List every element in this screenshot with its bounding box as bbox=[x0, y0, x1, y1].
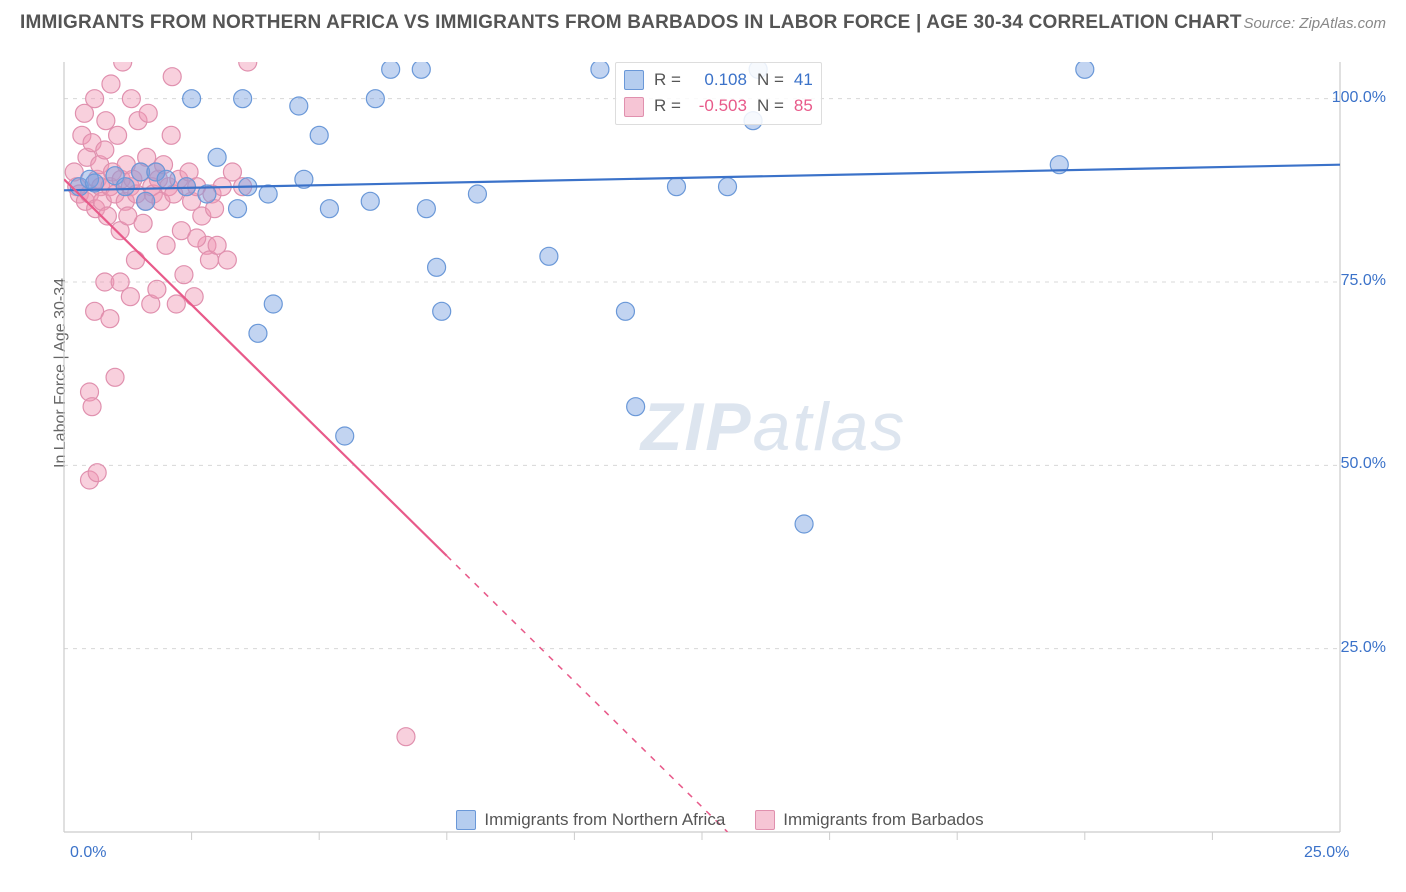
y-tick-label: 50.0% bbox=[1341, 455, 1386, 473]
r-value-2: -0.503 bbox=[691, 93, 747, 119]
r-value-1: 0.108 bbox=[691, 67, 747, 93]
scatter-plot bbox=[50, 48, 1390, 842]
legend-swatch-1 bbox=[456, 810, 476, 830]
legend-label-2: Immigrants from Barbados bbox=[783, 810, 983, 830]
legend-swatch-2 bbox=[755, 810, 775, 830]
y-tick-label: 75.0% bbox=[1341, 272, 1386, 290]
series-legend: Immigrants from Northern Africa Immigran… bbox=[50, 800, 1390, 840]
n-label-1: N = bbox=[757, 67, 784, 93]
legend-row-1: R = 0.108 N = 41 bbox=[624, 67, 813, 93]
legend-label-1: Immigrants from Northern Africa bbox=[484, 810, 725, 830]
source-attribution: Source: ZipAtlas.com bbox=[1243, 15, 1386, 32]
chart-title: IMMIGRANTS FROM NORTHERN AFRICA VS IMMIG… bbox=[20, 12, 1242, 34]
r-label-2: R = bbox=[654, 93, 681, 119]
legend-item-1: Immigrants from Northern Africa bbox=[456, 810, 725, 830]
legend-row-2: R = -0.503 N = 85 bbox=[624, 93, 813, 119]
x-tick-label: 0.0% bbox=[70, 844, 106, 862]
legend-swatch-pink bbox=[624, 97, 644, 117]
legend-swatch-blue bbox=[624, 70, 644, 90]
chart-container: In Labor Force | Age 30-34 ZIPatlas R = … bbox=[50, 48, 1390, 838]
correlation-legend: R = 0.108 N = 41 R = -0.503 N = 85 bbox=[615, 62, 822, 125]
n-value-2: 85 bbox=[794, 93, 813, 119]
x-tick-label: 25.0% bbox=[1304, 844, 1349, 862]
y-tick-label: 25.0% bbox=[1341, 639, 1386, 657]
n-value-1: 41 bbox=[794, 67, 813, 93]
y-tick-label: 100.0% bbox=[1332, 89, 1386, 107]
r-label-1: R = bbox=[654, 67, 681, 93]
legend-item-2: Immigrants from Barbados bbox=[755, 810, 983, 830]
n-label-2: N = bbox=[757, 93, 784, 119]
